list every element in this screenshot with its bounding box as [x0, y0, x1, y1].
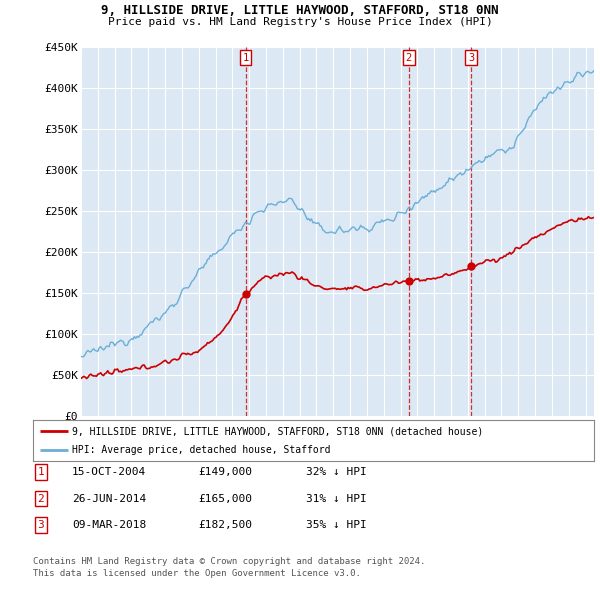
- Text: 31% ↓ HPI: 31% ↓ HPI: [306, 494, 367, 503]
- Text: 32% ↓ HPI: 32% ↓ HPI: [306, 467, 367, 477]
- Text: 15-OCT-2004: 15-OCT-2004: [72, 467, 146, 477]
- Text: 9, HILLSIDE DRIVE, LITTLE HAYWOOD, STAFFORD, ST18 0NN (detached house): 9, HILLSIDE DRIVE, LITTLE HAYWOOD, STAFF…: [72, 426, 484, 436]
- Text: £149,000: £149,000: [198, 467, 252, 477]
- Text: 3: 3: [37, 520, 44, 530]
- Text: 9, HILLSIDE DRIVE, LITTLE HAYWOOD, STAFFORD, ST18 0NN: 9, HILLSIDE DRIVE, LITTLE HAYWOOD, STAFF…: [101, 4, 499, 17]
- Text: 2: 2: [37, 494, 44, 503]
- Text: Price paid vs. HM Land Registry's House Price Index (HPI): Price paid vs. HM Land Registry's House …: [107, 17, 493, 27]
- Text: 09-MAR-2018: 09-MAR-2018: [72, 520, 146, 530]
- Text: Contains HM Land Registry data © Crown copyright and database right 2024.: Contains HM Land Registry data © Crown c…: [33, 558, 425, 566]
- Text: 1: 1: [37, 467, 44, 477]
- Text: 35% ↓ HPI: 35% ↓ HPI: [306, 520, 367, 530]
- Text: £165,000: £165,000: [198, 494, 252, 503]
- Text: HPI: Average price, detached house, Stafford: HPI: Average price, detached house, Staf…: [72, 445, 331, 455]
- Text: 3: 3: [468, 53, 474, 63]
- Text: 2: 2: [406, 53, 412, 63]
- Text: 26-JUN-2014: 26-JUN-2014: [72, 494, 146, 503]
- Text: £182,500: £182,500: [198, 520, 252, 530]
- Text: This data is licensed under the Open Government Licence v3.0.: This data is licensed under the Open Gov…: [33, 569, 361, 578]
- Text: 1: 1: [242, 53, 249, 63]
